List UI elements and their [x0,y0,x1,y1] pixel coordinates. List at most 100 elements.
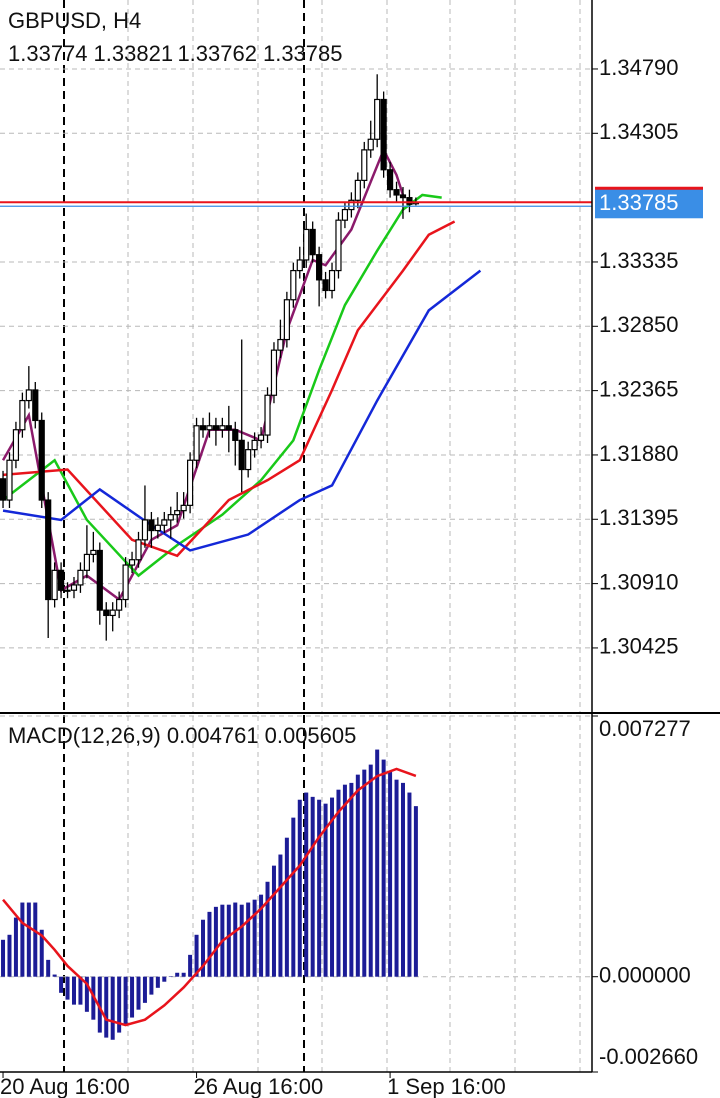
macd-bar [213,906,218,977]
y-tick-label: 1.32365 [599,376,679,401]
macd-title: MACD(12,26,9) [8,723,161,748]
candle-body [361,149,368,181]
macd-bar [13,917,18,977]
signal-line [2,767,417,1027]
candle-body [148,519,155,532]
macd-bar [342,784,347,977]
candle-body [277,338,284,351]
plots: 1.34790 1.34305 1.33335 1.32850 1.32365 1.318… [0,55,703,1098]
macd-bar [104,976,109,1038]
candle-body [154,524,161,532]
macd-bar [355,774,360,977]
macd-bar [59,976,64,993]
macd-bar [413,806,418,977]
macd-bar [349,782,354,977]
candle-body [225,425,232,431]
macd-bar [168,976,173,977]
candle-body [64,589,71,592]
y-tick-label: 1.31880 [599,441,679,466]
macd-bar [297,799,302,977]
candle-body [135,539,142,561]
moving-average [2,220,456,558]
high-value: 1.33821 [94,41,173,66]
candle-body [25,389,32,402]
x-tick-label: 1 Sep 16:00 [387,1074,506,1098]
candle-body [219,425,226,431]
y-tick-label: 1.30910 [599,569,679,594]
macd-bar [65,976,70,1000]
candle-body [180,504,187,512]
macd-bar [78,976,83,1005]
y-tick-label: 1.33335 [599,248,679,273]
low-value: 1.33762 [177,41,257,66]
candle-body [322,279,329,292]
candle-body [374,98,381,140]
candle-body [406,197,413,205]
macd-bar [375,749,380,977]
macd-bar [291,817,296,977]
macd-bar [362,769,367,977]
macd-bar [246,902,251,977]
macd-bar [175,972,180,977]
macd-bar [226,904,231,977]
candle-body [270,349,278,396]
candle-body [199,425,207,431]
candle-body [193,425,200,461]
macd-bar [52,974,57,977]
macd-value: 0.004761 [167,723,259,748]
close-value: 1.33785 [263,41,343,66]
macd-bar [110,976,115,1040]
macd-bar [233,902,238,977]
macd-bar [1,939,6,977]
candle-body [0,478,7,501]
macd-bar [381,759,386,977]
candle-body [354,179,361,201]
macd-bar [201,919,206,977]
macd-readout: MACD(12,26,9) 0.004761 0.005605 [8,723,356,748]
candle-body [335,219,342,272]
candle-body [77,569,84,586]
candle-body [348,199,355,211]
candle-body [212,425,220,431]
x-tick-label: 20 Aug 16:00 [0,1074,130,1098]
candle-body [283,299,290,341]
macd-bar [7,934,12,977]
candle-body [83,553,90,571]
candle-body [206,425,213,431]
macd-bar [239,904,244,977]
price-label-box [595,188,703,219]
candle-body [341,208,349,221]
y-tick-label: 1.34790 [599,55,679,80]
candle-body [232,429,239,441]
macd-bar [317,799,322,977]
macd-bar [123,976,128,1025]
moving-average [2,269,482,552]
macd-bar [97,976,102,1033]
macd-bar [368,764,373,977]
macd-bar [252,899,257,977]
macd-bar [394,779,399,977]
macd-bar [207,911,212,977]
y-tick-label: 1.32850 [599,312,679,337]
candle-body [109,609,116,617]
open-value: 1.33774 [8,41,88,66]
macd-bar [271,865,276,977]
y-tick-label: 1.34305 [599,119,679,144]
macd-bar [142,976,147,1003]
macd-bar [284,837,289,977]
macd-bar [304,792,309,977]
macd-bar [33,902,38,977]
candle-body [70,584,78,591]
macd-bar [400,782,405,977]
macd-bar [117,976,122,1033]
macd-bar [388,771,393,977]
y-tick-label: 1.30425 [599,634,679,659]
y-tick-label: 0.000000 [599,963,691,988]
candle-body [309,228,316,256]
candle-body [367,138,374,151]
candle-body [19,399,26,431]
